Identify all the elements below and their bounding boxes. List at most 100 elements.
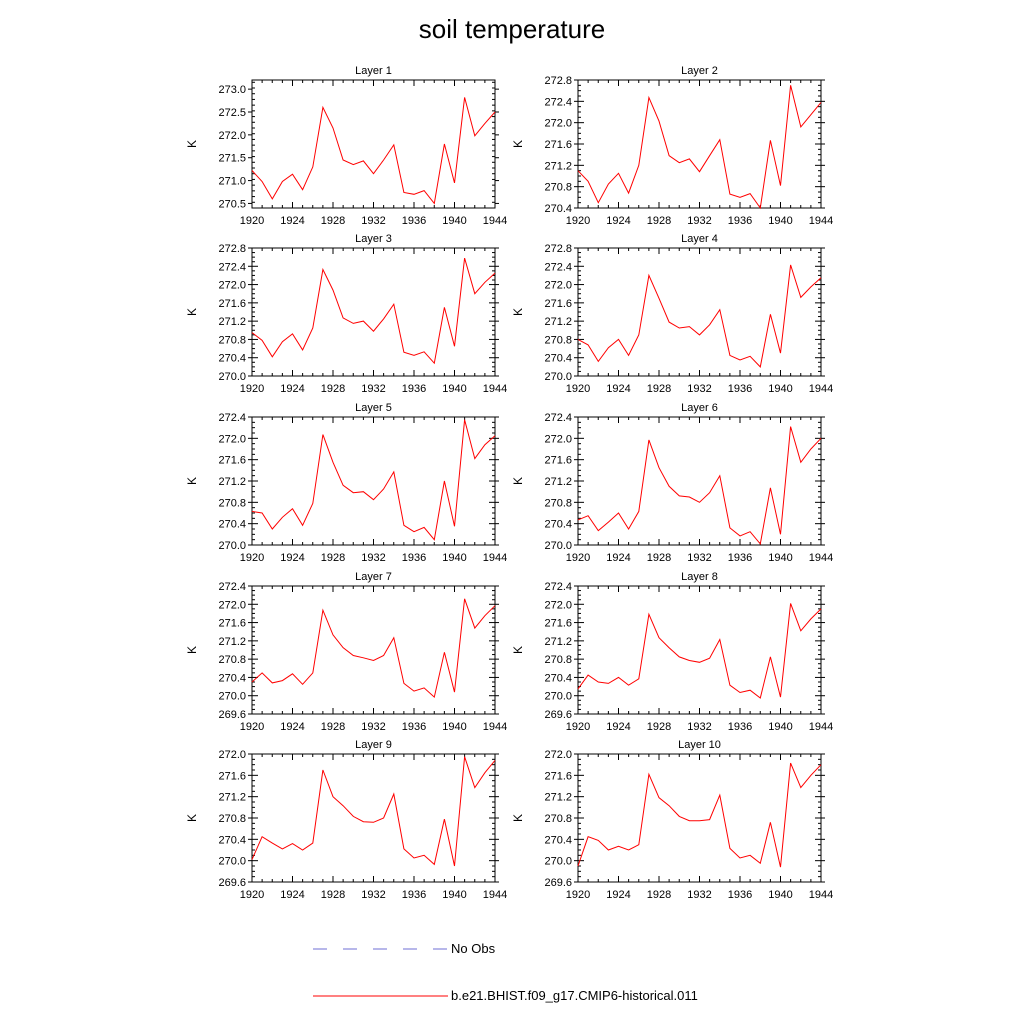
- x-tick-label: 1932: [361, 721, 385, 733]
- plot-frame: [577, 416, 822, 546]
- y-axis-label: K: [185, 308, 199, 316]
- panel-title: Layer 1: [355, 65, 392, 77]
- y-axis-label: K: [185, 477, 199, 485]
- y-tick-label: 270.5: [218, 198, 246, 210]
- panel-title: Layer 5: [355, 402, 392, 414]
- y-tick-label: 269.6: [544, 709, 572, 721]
- chart-panel-8: Layer 8 K 1920 1924 1928 1932 1936 1940 1944 272.…: [511, 571, 833, 733]
- x-tick-label: 1920: [240, 721, 264, 733]
- y-tick-label: 271.6: [544, 455, 572, 467]
- x-tick-label: 1928: [321, 215, 345, 227]
- y-tick-label: 272.8: [544, 243, 572, 255]
- y-tick-label: 271.2: [544, 792, 572, 804]
- y-tick-label: 271.6: [218, 455, 246, 467]
- panel-title: Layer 2: [681, 65, 718, 77]
- y-tick-label: 271.2: [218, 476, 246, 488]
- y-tick-label: 270.4: [218, 834, 246, 846]
- chart-panel-3: Layer 3 K 1920 1924 1928 1932 1936 1940 1944 272.…: [185, 233, 507, 395]
- chart-panel-7: Layer 7 K 1920 1924 1928 1932 1936 1940 1944 272.…: [185, 571, 507, 733]
- y-tick-label: 271.6: [218, 618, 246, 630]
- panel-title: Layer 6: [681, 402, 718, 414]
- x-tick-label: 1924: [606, 889, 630, 901]
- y-tick-label: 272.0: [218, 749, 246, 761]
- x-tick-label: 1940: [442, 215, 466, 227]
- y-tick-label: 270.8: [218, 334, 246, 346]
- y-tick-label: 270.8: [218, 654, 246, 666]
- x-tick-label: 1936: [402, 552, 426, 564]
- y-tick-label: 271.2: [544, 160, 572, 172]
- x-tick-label: 1924: [606, 215, 630, 227]
- x-tick-label: 1924: [606, 721, 630, 733]
- x-tick-label: 1920: [240, 215, 264, 227]
- x-tick-label: 1936: [728, 889, 752, 901]
- x-tick-label: 1920: [240, 383, 264, 395]
- x-tick-label: 1928: [647, 889, 671, 901]
- panel-title: Layer 9: [355, 739, 392, 751]
- x-tick-label: 1932: [361, 383, 385, 395]
- y-axis-label: K: [185, 140, 199, 148]
- y-tick-label: 270.0: [544, 856, 572, 868]
- chart-panel-4: Layer 4 K 1920 1924 1928 1932 1936 1940 1944 272.…: [511, 233, 833, 395]
- y-axis-label: K: [511, 308, 525, 316]
- x-tick-label: 1936: [402, 215, 426, 227]
- y-tick-label: 270.4: [544, 353, 572, 365]
- x-tick-label: 1944: [809, 721, 833, 733]
- y-tick-label: 271.5: [218, 153, 246, 165]
- x-tick-label: 1924: [280, 215, 304, 227]
- series-line: [251, 257, 496, 365]
- panel-title: Layer 7: [355, 571, 392, 583]
- y-axis-label: K: [511, 814, 525, 822]
- plot-frame: [251, 79, 496, 209]
- x-tick-label: 1940: [768, 889, 792, 901]
- y-tick-label: 270.0: [544, 540, 572, 552]
- y-tick-label: 270.8: [218, 813, 246, 825]
- x-tick-label: 1924: [280, 889, 304, 901]
- y-tick-label: 270.8: [544, 813, 572, 825]
- plot-frame: [577, 585, 822, 715]
- y-tick-label: 272.0: [544, 749, 572, 761]
- x-tick-label: 1940: [768, 552, 792, 564]
- y-tick-label: 272.0: [544, 599, 572, 611]
- x-tick-label: 1940: [442, 721, 466, 733]
- x-tick-label: 1940: [768, 383, 792, 395]
- x-tick-label: 1940: [768, 215, 792, 227]
- y-tick-label: 269.6: [218, 877, 246, 889]
- series-line: [251, 756, 496, 867]
- y-tick-label: 270.4: [544, 834, 572, 846]
- chart-panel-5: Layer 5 K 1920 1924 1928 1932 1936 1940 1944 272.…: [185, 402, 507, 564]
- panel-title: Layer 8: [681, 571, 718, 583]
- x-tick-label: 1940: [442, 383, 466, 395]
- y-tick-label: 270.8: [544, 497, 572, 509]
- y-tick-label: 272.0: [544, 433, 572, 445]
- y-axis-label: K: [185, 814, 199, 822]
- x-tick-label: 1944: [483, 552, 507, 564]
- y-tick-label: 272.0: [544, 280, 572, 292]
- y-tick-label: 270.0: [218, 540, 246, 552]
- y-tick-label: 270.8: [218, 497, 246, 509]
- panel-title: Layer 3: [355, 233, 392, 245]
- x-tick-label: 1924: [280, 552, 304, 564]
- x-tick-label: 1928: [321, 889, 345, 901]
- y-tick-label: 269.6: [218, 709, 246, 721]
- x-tick-label: 1940: [442, 889, 466, 901]
- y-axis-label: K: [511, 140, 525, 148]
- y-tick-label: 273.0: [218, 84, 246, 96]
- y-tick-label: 272.0: [218, 130, 246, 142]
- y-tick-label: 270.8: [544, 334, 572, 346]
- series-line: [251, 97, 496, 205]
- x-tick-label: 1932: [361, 552, 385, 564]
- x-tick-label: 1920: [566, 215, 590, 227]
- x-tick-label: 1944: [809, 215, 833, 227]
- x-tick-label: 1924: [280, 383, 304, 395]
- y-tick-label: 270.0: [218, 371, 246, 383]
- x-tick-label: 1944: [809, 889, 833, 901]
- x-tick-label: 1932: [687, 383, 711, 395]
- x-tick-label: 1940: [442, 552, 466, 564]
- y-tick-label: 271.2: [544, 476, 572, 488]
- y-tick-label: 271.6: [544, 770, 572, 782]
- x-tick-label: 1920: [566, 721, 590, 733]
- y-tick-label: 271.2: [544, 316, 572, 328]
- series-line: [251, 419, 496, 541]
- x-tick-label: 1920: [240, 889, 264, 901]
- plot-frame: [251, 585, 496, 715]
